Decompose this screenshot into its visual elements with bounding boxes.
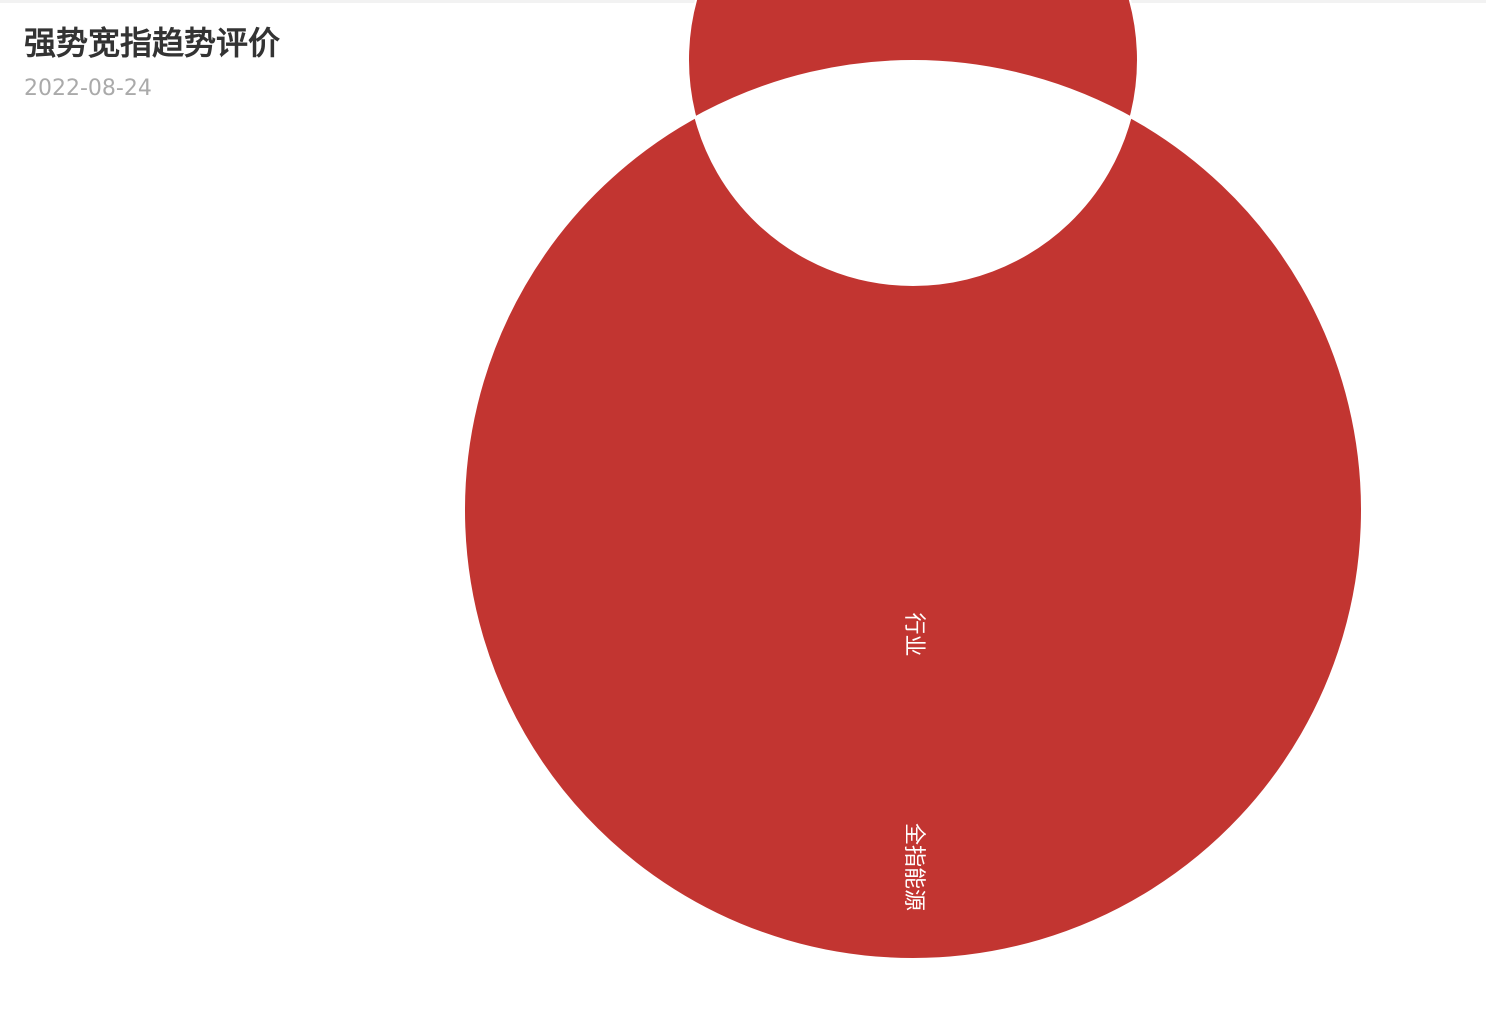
chart-title: 强势宽指趋势评价: [24, 24, 281, 62]
slice-label-inner-0: 行业: [901, 612, 926, 656]
slice-label-outer-0: 全指能源: [901, 823, 926, 911]
chart-date: 2022-08-24: [24, 76, 152, 101]
sunburst-slice-outer-0[interactable]: [462, 0, 1363, 960]
